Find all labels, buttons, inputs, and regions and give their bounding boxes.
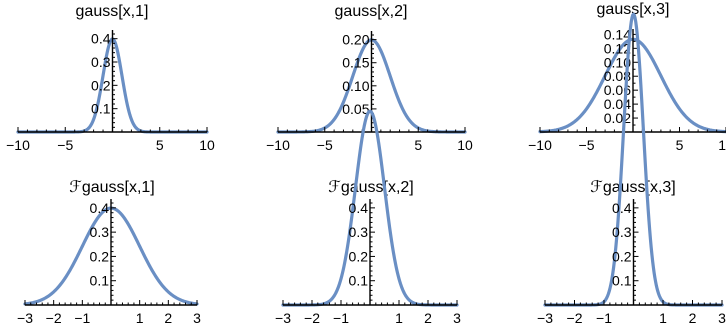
x-tick-label: −3	[275, 310, 291, 326]
chart-panel-gauss-3: gauss[x,3] −10−55100.020.040.060.080.100…	[528, 1, 726, 153]
x-tick-label: −2	[304, 310, 320, 326]
x-tick-label: 2	[424, 310, 432, 326]
panel-title: ℱgauss[x,1]	[69, 179, 155, 196]
y-tick-label: 0.02	[604, 110, 631, 126]
y-tick-label: 0.3	[612, 224, 632, 240]
y-tick-label: 0.1	[612, 273, 632, 289]
y-tick-label: 0.2	[91, 77, 111, 93]
x-tick-label: 3	[193, 310, 201, 326]
x-tick-label: 5	[156, 137, 164, 153]
chart-panel-fourier-gauss-3: ℱgauss[x,3] −3 −2 −1 1 2 3 0.1 0.2 0.3 0.4	[537, 12, 726, 326]
x-tick-label: 3	[718, 310, 726, 326]
chart-panel-gauss-2: gauss[x,2] −10 −5 5 10 0.05 0.10 0.15 0.20	[266, 3, 473, 153]
chart-panel-gauss-1: gauss[x,1] −10 −5 5 10 0.1 0.2 0.3 0.4	[6, 3, 215, 153]
y-tick-label: 0.1	[91, 101, 111, 117]
y-tick-label: 0.4	[91, 31, 111, 47]
x-tick-label: −5	[579, 137, 595, 153]
x-tick-label: −3	[17, 310, 33, 326]
x-tick-label: 2	[689, 310, 697, 326]
x-tick-label: −3	[537, 310, 553, 326]
y-tick-label: 0.2	[349, 248, 369, 264]
x-tick-label: 1	[395, 310, 403, 326]
y-tick-label: 0.12	[604, 40, 631, 56]
x-tick-label: −10	[6, 137, 30, 153]
panel-title: gauss[x,1]	[76, 3, 149, 20]
y-tick-label: 0.14	[604, 26, 631, 42]
x-tick-label: −1	[596, 310, 612, 326]
y-tick-label: 0.4	[90, 200, 110, 216]
chart-panel-fourier-gauss-1: ℱgauss[x,1] −3 −2 −1 1 2 3 0.1 0.2 0.3 0.4	[17, 179, 201, 326]
panel-title: gauss[x,3]	[597, 1, 670, 18]
x-tick-label: −10	[528, 137, 552, 153]
y-tick-label: 0.05	[342, 101, 369, 117]
x-tick-label: 1	[659, 310, 667, 326]
y-tick-label: 0.1	[90, 273, 110, 289]
x-tick-label: 10	[457, 137, 473, 153]
y-tick-label: 0.20	[342, 32, 369, 48]
y-tick-label: 0.1	[349, 273, 369, 289]
x-tick-label: 3	[453, 310, 461, 326]
y-tick-label: 0.04	[604, 96, 631, 112]
y-tick-label: 0.3	[349, 224, 369, 240]
panel-title: ℱgauss[x,2]	[328, 179, 414, 196]
x-tick-label: −2	[567, 310, 583, 326]
y-tick-label: 0.3	[90, 224, 110, 240]
y-tick-label: 0.10	[604, 54, 631, 70]
x-tick-label: 5	[676, 137, 684, 153]
chart-panel-fourier-gauss-2: ℱgauss[x,2] −3 −2 −1 1 2 3 0.1 0.2 0.3 0.4	[275, 109, 461, 326]
x-tick-label: 10	[199, 137, 215, 153]
y-tick-label: 0.4	[349, 200, 369, 216]
y-tick-label: 0.4	[612, 200, 632, 216]
x-tick-label: 10	[718, 137, 726, 153]
x-tick-label: −2	[46, 310, 62, 326]
x-tick-label: −5	[317, 137, 333, 153]
x-tick-label: −10	[266, 137, 290, 153]
x-tick-label: 5	[414, 137, 422, 153]
x-tick-label: 1	[136, 310, 144, 326]
y-tick-label: 0.2	[90, 248, 110, 264]
y-tick-label: 0.08	[604, 68, 631, 84]
panel-title: ℱgauss[x,3]	[590, 179, 676, 196]
y-tick-label: 0.2	[612, 248, 632, 264]
x-tick-label: 2	[164, 310, 172, 326]
y-tick-label: 0.15	[342, 55, 369, 71]
y-tick-label: 0.10	[342, 78, 369, 94]
x-tick-label: −1	[74, 310, 90, 326]
y-tick-label: 0.3	[91, 54, 111, 70]
panel-title: gauss[x,2]	[335, 3, 408, 20]
x-tick-label: −5	[57, 137, 73, 153]
x-tick-label: −1	[333, 310, 349, 326]
